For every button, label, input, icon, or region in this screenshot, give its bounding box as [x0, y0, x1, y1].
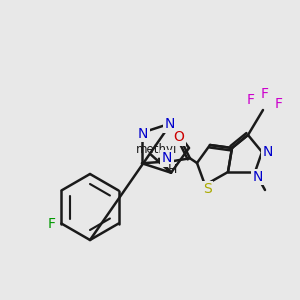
Text: S: S: [202, 182, 211, 196]
Text: F: F: [275, 97, 283, 111]
Text: N: N: [253, 170, 263, 184]
Text: O: O: [173, 130, 184, 144]
Text: F: F: [47, 217, 56, 230]
Text: N: N: [263, 145, 273, 159]
Text: F: F: [261, 87, 269, 101]
Text: methyl: methyl: [136, 143, 178, 156]
Text: N: N: [138, 127, 148, 141]
Text: N: N: [165, 117, 175, 131]
Text: N: N: [162, 151, 172, 165]
Text: H: H: [167, 163, 177, 176]
Text: F: F: [247, 93, 255, 107]
